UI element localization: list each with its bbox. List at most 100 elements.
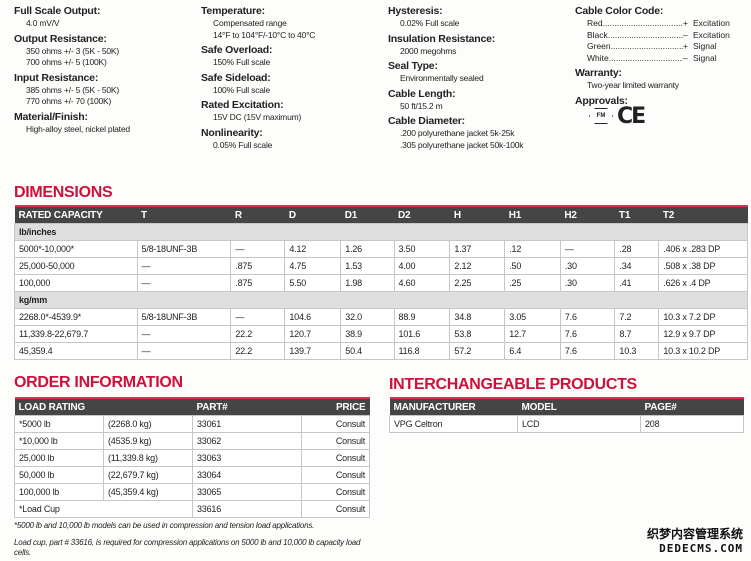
price: Consult	[301, 483, 370, 501]
table-cell: 4.75	[284, 257, 342, 275]
table-cell: 3.05	[504, 308, 561, 326]
order-row: 25,000 lb (11,339.8 kg) 33063 Consult	[14, 449, 370, 467]
spec-label: Temperature:	[201, 5, 265, 17]
table-cell: 1.26	[340, 240, 395, 258]
table-cell: 10.3	[614, 342, 660, 360]
interchangeable-header-row: MANUFACTURER MODEL PAGE#	[389, 397, 744, 416]
table-cell: LCD	[517, 415, 641, 433]
table-cell: 22.2	[230, 325, 286, 343]
table-cell: —	[136, 274, 232, 292]
table-cell: 101.6	[393, 325, 451, 343]
order-note-2: Load cup, part # 33616, is required for …	[14, 538, 361, 557]
table-cell: 6.4	[504, 342, 561, 360]
spec-label: Material/Finish:	[14, 110, 88, 123]
column-header: RATED CAPACITY	[14, 205, 138, 224]
part-number: 33064	[192, 466, 302, 484]
spec-value: 385 ohms +/- 5 (5K - 50K)	[26, 84, 120, 95]
table-cell: 10.3 x 10.2 DP	[658, 342, 748, 360]
cable-signal-name: Excitation	[693, 29, 730, 40]
dimensions-header-row: RATED CAPACITY T R D D1 D2 H H1 H2 T1 T2	[14, 205, 748, 224]
spec-label: Insulation Resistance:	[388, 32, 496, 45]
column-header: T2	[658, 205, 748, 224]
spec-column-1: Full Scale Output: 4.0 mV/V Output Resista…	[14, 4, 199, 135]
spec-value: .305 polyurethane jacket 50k-100k	[400, 139, 524, 150]
part-number: 33065	[192, 483, 302, 501]
cable-signal-sign: +	[683, 41, 688, 51]
spec-value: 2000 megohms	[400, 45, 457, 56]
spec-label: Full Scale Output:	[14, 5, 101, 17]
table-cell: 50.4	[340, 342, 395, 360]
column-header: R	[230, 205, 285, 224]
table-cell: .875	[230, 274, 286, 292]
header-price: PRICE	[301, 397, 370, 416]
column-header: H2	[560, 205, 615, 224]
table-cell: 22.2	[230, 342, 286, 360]
cable-color-code-list: Red+ExcitationBlack–ExcitationGreen+Sign…	[575, 18, 751, 64]
price: Consult	[301, 500, 370, 518]
cable-color-row: Black–Excitation	[575, 30, 751, 42]
cable-color-row: Green+ Signal	[575, 41, 751, 53]
spec-column-3: Hysteresis: 0.02% Full scale Insulation Re…	[388, 4, 573, 151]
column-header: MANUFACTURER	[389, 397, 518, 416]
cable-color-row: Red+ Excitation	[575, 18, 751, 30]
table-cell: 120.7	[284, 325, 342, 343]
spec-value: 770 ohms +/- 70 (100K)	[26, 96, 112, 106]
load-rating-lb: *5000 lb	[14, 415, 104, 433]
spec-value: Compensated range	[213, 18, 287, 28]
spec-label: Hysteresis:	[388, 5, 443, 17]
spec-value: 350 ohms +/- 3 (5K - 50K)	[26, 45, 120, 56]
table-cell: 2.12	[449, 257, 506, 275]
table-cell: —	[136, 325, 232, 343]
spec-value: 15V DC (15V maximum)	[213, 112, 302, 122]
table-cell: —	[136, 257, 232, 275]
watermark-line-2: DEDECMS.COM	[659, 542, 743, 555]
table-cell: VPG Celtron	[389, 415, 518, 433]
table-cell: 7.6	[559, 342, 616, 360]
interchangeable-table: MANUFACTURER MODEL PAGE# VPG Celtron LCD 208	[389, 397, 744, 433]
table-cell: 116.8	[393, 342, 451, 360]
spec-label: Safe Sideload:	[201, 71, 271, 84]
header-part: PART#	[192, 397, 302, 416]
table-cell: 32.0	[340, 308, 395, 326]
table-cell: .406 x .283 DP	[658, 240, 748, 258]
table-cell: 5000*-10,000*	[14, 240, 138, 258]
table-cell: .34	[614, 257, 660, 275]
column-header: D	[284, 205, 341, 224]
spec-label: Cable Diameter:	[388, 115, 465, 127]
table-row: 5000*-10,000* 5/8-18UNF-3B —4.12 1.26 3.50 1.…	[14, 240, 748, 258]
interchangeable-products-heading: INTERCHANGEABLE PRODUCTS	[389, 376, 637, 393]
table-cell: —	[136, 342, 232, 360]
table-cell: .41	[614, 274, 660, 292]
spec-value: 700 ohms +/- 5 (100K)	[26, 57, 107, 67]
cable-color-name: Red	[587, 18, 683, 30]
column-header: MODEL	[517, 397, 641, 416]
load-rating-lb: *10,000 lb	[14, 432, 104, 450]
part-number: 33061	[192, 415, 302, 433]
table-row: 2268.0*-4539.9* 5/8-18UNF-3B —104.6 32.0 88.…	[14, 308, 748, 326]
header-load-rating: LOAD RATING	[14, 397, 193, 416]
table-cell: 1.98	[340, 274, 395, 292]
spec-value: .200 polyurethane jacket 5k-25k	[400, 128, 515, 138]
table-cell: 8.7	[614, 325, 660, 343]
order-row: 100,000 lb (45,359.4 kg) 33065 Consult	[14, 483, 370, 501]
table-row: 100,000— .875 5.50 1.98 4.60 2.25.25.30.41.62…	[14, 274, 748, 292]
spec-column-2: Temperature: Compensated range 14°F to 104…	[201, 4, 386, 151]
table-cell: —	[230, 240, 286, 258]
table-cell: 2268.0*-4539.9*	[14, 308, 138, 326]
column-header: H1	[504, 205, 561, 224]
table-cell: 53.8	[449, 325, 506, 343]
load-cup-label: *Load Cup	[14, 500, 193, 518]
table-cell: .626 x .4 DP	[658, 274, 748, 292]
table-row: VPG Celtron LCD 208	[389, 415, 744, 433]
price: Consult	[301, 466, 370, 484]
spec-label: Safe Overload:	[201, 44, 273, 56]
load-rating-lb: 100,000 lb	[14, 483, 104, 501]
part-number: 33062	[192, 432, 302, 450]
spec-value: 14°F to 104°F/-10°C to 40°C	[213, 29, 316, 40]
load-rating-kg: (11,339.8 kg)	[103, 449, 193, 467]
table-row: 45,359.4—22.2 139.7 50.4 116.8 57.2 6.4 7.6 10.…	[14, 342, 748, 360]
table-cell: 4.00	[393, 257, 451, 275]
table-cell: 7.6	[559, 325, 616, 343]
cable-color-row: White–Signal	[575, 53, 751, 65]
spec-label: Rated Excitation:	[201, 99, 284, 111]
